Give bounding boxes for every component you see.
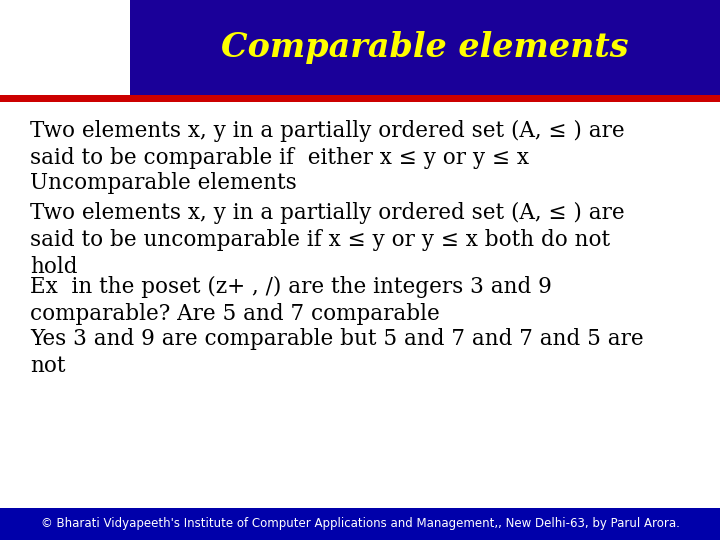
Bar xyxy=(0,95,720,102)
Text: Comparable elements: Comparable elements xyxy=(221,31,629,64)
Text: Ex  in the poset (z+ , /) are the integers 3 and 9
comparable? Are 5 and 7 compa: Ex in the poset (z+ , /) are the integer… xyxy=(30,276,552,325)
Text: Yes 3 and 9 are comparable but 5 and 7 and 7 and 5 are
not: Yes 3 and 9 are comparable but 5 and 7 a… xyxy=(30,328,644,377)
Text: Uncomparable elements: Uncomparable elements xyxy=(30,172,297,194)
Text: Two elements x, y in a partially ordered set (A, ≤ ) are
said to be comparable i: Two elements x, y in a partially ordered… xyxy=(30,120,625,169)
Bar xyxy=(0,102,720,508)
Text: © Bharati Vidyapeeth's Institute of Computer Applications and Management,, New D: © Bharati Vidyapeeth's Institute of Comp… xyxy=(40,517,680,530)
Bar xyxy=(0,0,720,95)
Bar xyxy=(0,0,130,95)
Text: Two elements x, y in a partially ordered set (A, ≤ ) are
said to be uncomparable: Two elements x, y in a partially ordered… xyxy=(30,202,625,278)
Bar xyxy=(0,508,720,540)
